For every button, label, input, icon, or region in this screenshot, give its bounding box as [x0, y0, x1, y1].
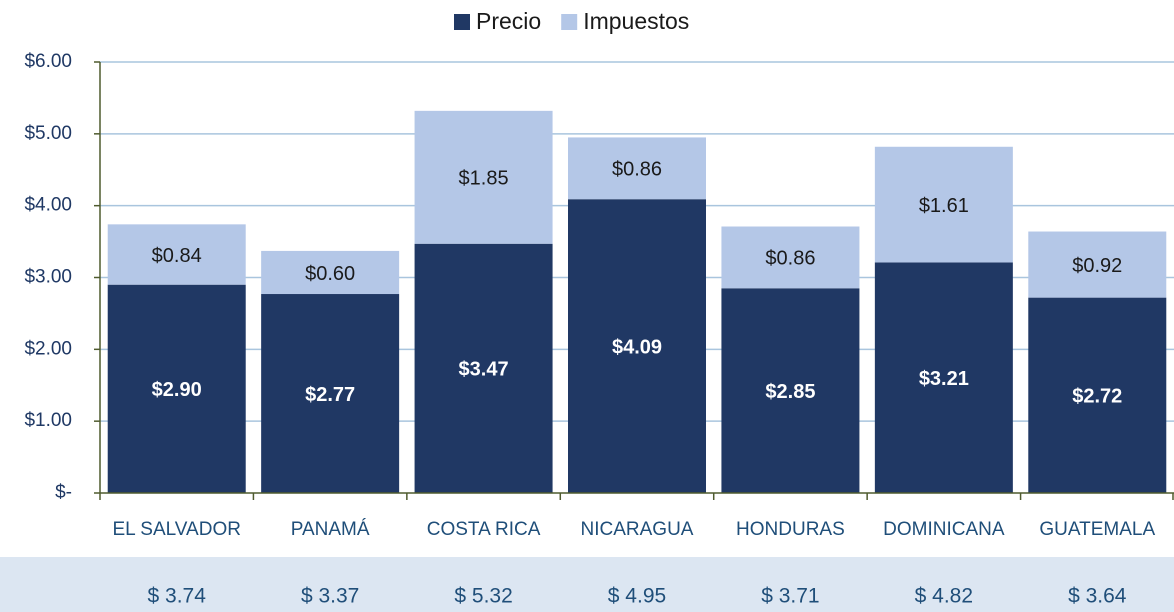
bar-segment — [261, 250, 400, 295]
y-tick-label: $2.00 — [24, 338, 72, 359]
value-label: $0.60 — [305, 263, 355, 285]
bar-segment — [107, 224, 246, 285]
y-tick-label: $5.00 — [24, 123, 72, 144]
y-tick-label: $- — [55, 482, 72, 503]
bar-segment — [721, 226, 860, 289]
total-label: $ 4.95 — [608, 585, 666, 608]
x-tick-label: PANAMÁ — [291, 519, 370, 540]
legend-swatch — [561, 14, 578, 30]
totals-band — [0, 557, 1174, 612]
value-label: $2.72 — [1072, 386, 1122, 408]
value-label: $2.77 — [305, 384, 355, 406]
bar-segment — [721, 288, 860, 493]
value-label: $3.47 — [459, 359, 509, 381]
value-label: $1.85 — [459, 168, 509, 190]
bar-segment — [568, 137, 706, 200]
bar-segment — [261, 294, 400, 493]
x-tick-label: DOMINICANA — [883, 519, 1005, 540]
y-tick-label: $6.00 — [24, 51, 72, 72]
value-label: $0.86 — [612, 159, 662, 181]
value-label: $2.90 — [152, 379, 202, 401]
legend-label: Impuestos — [583, 8, 689, 34]
y-tick-label: $4.00 — [24, 195, 72, 216]
total-label: $ 4.82 — [915, 585, 973, 608]
y-tick-label: $1.00 — [24, 410, 72, 431]
x-tick-label: NICARAGUA — [581, 519, 694, 540]
value-label: $0.86 — [765, 248, 815, 270]
bar-segment — [874, 262, 1013, 493]
x-tick-label: EL SALVADOR — [112, 519, 240, 540]
total-label: $ 3.64 — [1068, 585, 1127, 608]
value-label: $0.92 — [1072, 255, 1122, 277]
value-label: $1.61 — [919, 195, 969, 217]
total-label: $ 5.32 — [454, 585, 512, 608]
y-tick-label: $3.00 — [24, 267, 72, 288]
bar-segment — [414, 110, 553, 244]
bar-segment — [568, 199, 706, 493]
bar-segment — [874, 146, 1013, 263]
legend-label: Precio — [476, 8, 541, 34]
total-label: $ 3.37 — [301, 585, 359, 608]
bar-segment — [1028, 231, 1167, 298]
value-label: $0.84 — [152, 245, 202, 267]
x-tick-label: GUATEMALA — [1039, 519, 1155, 540]
total-label: $ 3.71 — [761, 585, 819, 608]
legend-swatch — [454, 14, 470, 30]
value-label: $3.21 — [919, 368, 969, 390]
total-label: $ 3.74 — [148, 585, 207, 608]
bar-segment — [1028, 297, 1167, 493]
bar-segment — [107, 284, 246, 493]
bar-segment — [414, 243, 553, 493]
value-label: $4.09 — [612, 336, 662, 358]
x-tick-label: HONDURAS — [736, 519, 845, 540]
value-label: $2.85 — [765, 381, 815, 403]
x-tick-label: COSTA RICA — [427, 519, 541, 540]
